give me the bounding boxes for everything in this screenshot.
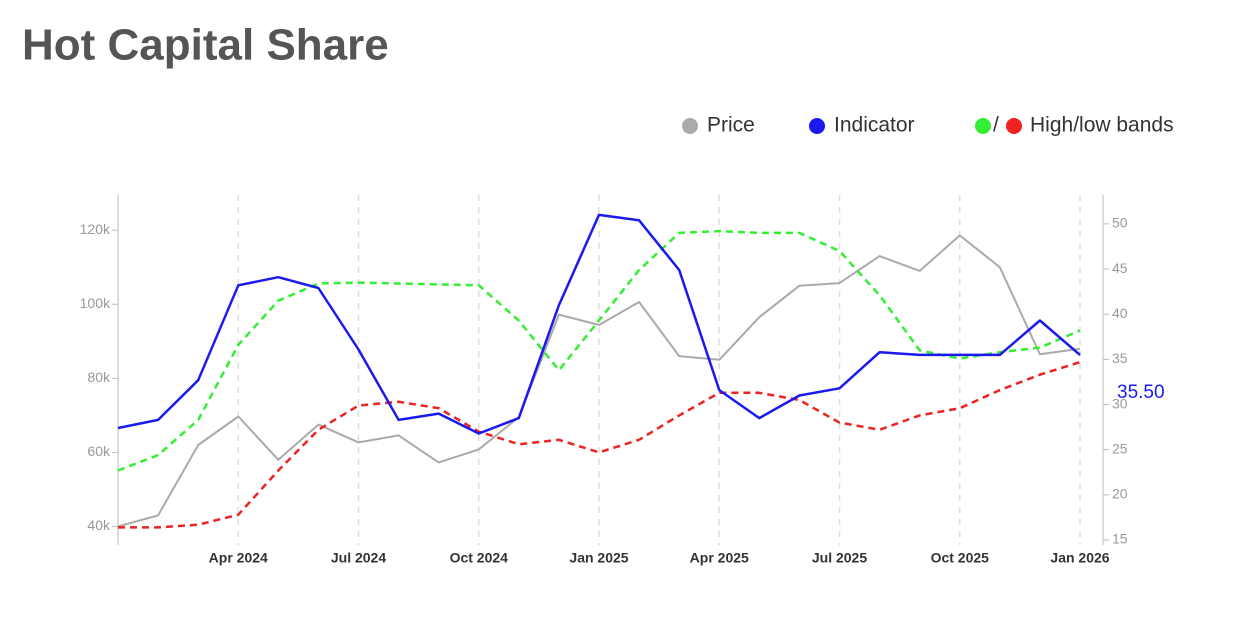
value-label: 35.50 [1117, 382, 1165, 403]
y2-tick-label: 35 [1112, 350, 1128, 366]
legend-label: Price [707, 114, 755, 137]
high-band [117, 229, 1081, 472]
legend-separator: / [993, 114, 999, 137]
legend-label: High/low bands [1030, 114, 1174, 137]
low-band [118, 360, 1081, 529]
price-line [117, 234, 1081, 528]
y2-tick-label: 40 [1112, 305, 1128, 321]
x-tick-label: Oct 2024 [450, 550, 509, 566]
x-tick-label: Jul 2024 [331, 550, 386, 566]
y-tick-label: 100k [80, 295, 111, 311]
x-tick-label: Oct 2025 [931, 550, 990, 566]
legend-label: Indicator [834, 114, 915, 137]
y-tick-label: 60k [87, 443, 111, 459]
chart-title: Hot Capital Share [22, 21, 389, 70]
y2-tick-label: 15 [1112, 531, 1128, 547]
y2-tick-label: 25 [1112, 440, 1128, 456]
legend-dot [1006, 118, 1022, 134]
x-tick-label: Jan 2026 [1050, 550, 1109, 566]
y2-tick-label: 45 [1112, 260, 1128, 276]
indicator-line [117, 213, 1081, 435]
x-tick-label: Jan 2025 [569, 550, 628, 566]
legend-dot [975, 118, 991, 134]
legend-dot [809, 118, 825, 134]
y-tick-label: 40k [87, 517, 111, 533]
y2-tick-label: 20 [1112, 486, 1128, 502]
y-tick-label: 120k [80, 221, 111, 237]
y-tick-label: 80k [87, 369, 111, 385]
legend-dot [682, 118, 698, 134]
x-tick-label: Apr 2024 [209, 550, 268, 566]
x-tick-label: Apr 2025 [690, 550, 749, 566]
y2-tick-label: 50 [1112, 215, 1128, 231]
y2-tick-label: 30 [1112, 395, 1128, 411]
x-tick-label: Jul 2025 [812, 550, 867, 566]
